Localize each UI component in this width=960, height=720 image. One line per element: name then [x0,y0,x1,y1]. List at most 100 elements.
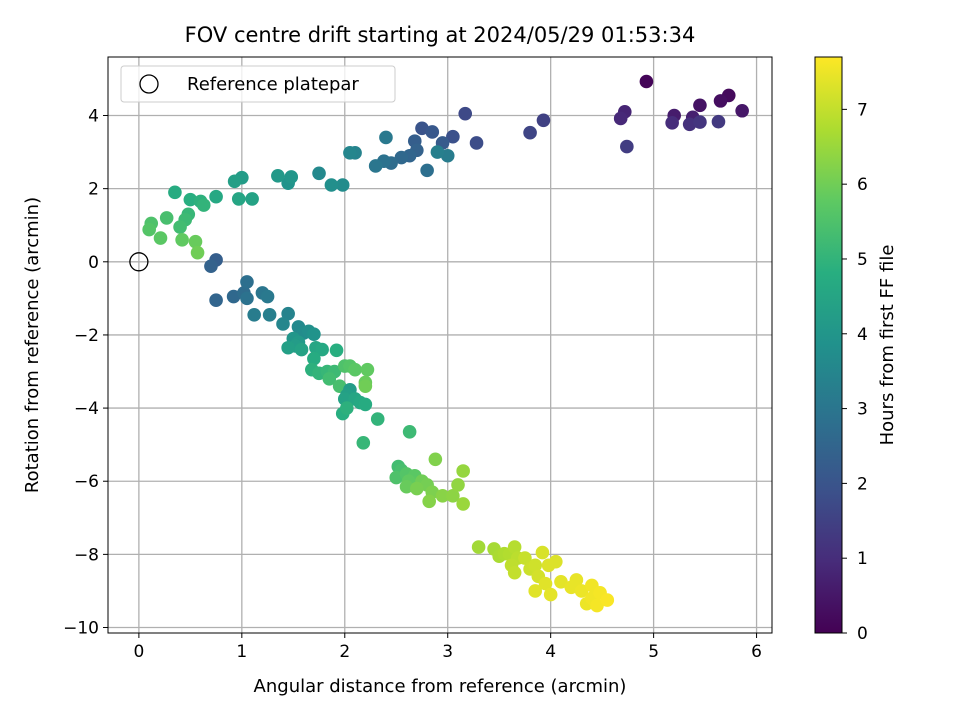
data-point [639,74,654,89]
colorbar-label: Hours from first FF file [877,245,898,446]
data-point [456,497,470,511]
data-point [209,293,223,308]
data-point [613,111,628,126]
data-point [600,593,615,607]
data-point [538,576,553,591]
data-point [324,178,339,192]
data-point [458,106,473,121]
data-point [420,163,434,178]
y-tick-label: 4 [88,107,99,127]
colorbar: 0 1 2 3 4 5 6 7 Hours from first FF file [814,56,898,644]
data-point [281,340,295,355]
data-point [240,275,254,289]
data-point [204,259,218,273]
data-point [168,185,182,200]
data-point [183,192,198,207]
colorbar-tick-label: 6 [857,175,868,195]
data-point [315,342,329,357]
data-point [240,291,254,306]
data-point [307,351,321,366]
colorbar-tick-label: 0 [857,624,868,644]
data-point [735,103,749,118]
data-point [569,573,584,587]
data-point [425,125,440,139]
data-point [226,289,241,304]
data-point [451,478,465,492]
data-point [209,189,223,204]
data-point [159,211,174,225]
data-point [231,192,246,206]
data-point [523,125,537,140]
data-point [153,231,168,245]
data-point [247,308,261,322]
y-tick-label: −10 [63,619,99,639]
data-point [245,192,259,206]
data-point [693,115,707,129]
data-point [196,198,211,212]
data-point [554,575,568,589]
data-point [410,481,424,496]
data-point [173,220,187,234]
y-axis-ticks: −10 −8 −6 −4 −2 0 2 4 [63,107,108,639]
data-point [446,129,460,144]
data-point [281,306,295,321]
x-tick-label: 2 [339,642,350,662]
y-tick-label: 2 [88,180,99,200]
data-point [590,598,604,613]
data-point [335,178,350,192]
data-point [440,148,455,163]
colorbar-tick-label: 1 [857,549,868,569]
data-point [322,372,337,386]
colorbar-gradient [814,56,843,634]
data-point [469,136,484,150]
y-axis-label: Rotation from reference (arcmin) [22,197,43,493]
data-point [227,174,242,189]
legend-entry: Reference platepar [187,74,359,95]
data-point [329,343,344,358]
data-point [535,545,550,560]
legend: Reference platepar [120,65,396,103]
data-point [188,234,203,249]
data-point [518,551,532,565]
data-point [536,113,551,128]
data-point [620,139,634,154]
data-point [399,479,414,494]
data-point [343,146,357,160]
data-point [415,121,429,136]
data-point [711,114,726,129]
data-point [507,565,522,580]
data-point [507,540,522,554]
data-point [422,494,436,509]
data-point [307,327,321,342]
x-axis-label: Angular distance from reference (arcmin) [254,676,627,697]
data-point [402,425,417,439]
data-point [428,452,443,467]
data-point [190,245,205,260]
data-point [682,117,697,132]
data-point [332,379,347,393]
plot-frame [107,56,773,634]
data-point [276,317,290,331]
y-tick-label: 0 [88,253,99,273]
data-point [294,342,309,357]
data-point [142,222,156,237]
data-point [528,558,543,573]
y-tick-label: −6 [74,472,99,492]
colorbar-tick-label: 2 [857,474,868,494]
x-axis-ticks: 0 1 2 3 4 5 6 [133,633,762,662]
data-point [713,94,728,108]
legend-box [120,65,396,103]
data-point [260,289,275,304]
data-point [284,170,299,184]
data-point [358,379,373,393]
data-point [549,554,563,569]
data-point [360,362,375,377]
data-point [340,401,354,415]
data-point [379,130,393,145]
data-point [175,233,189,247]
data-point [528,584,543,598]
colorbar-ticks: 0 1 2 3 4 5 6 7 [842,100,868,644]
data-point [574,584,589,598]
data-point [394,150,409,165]
